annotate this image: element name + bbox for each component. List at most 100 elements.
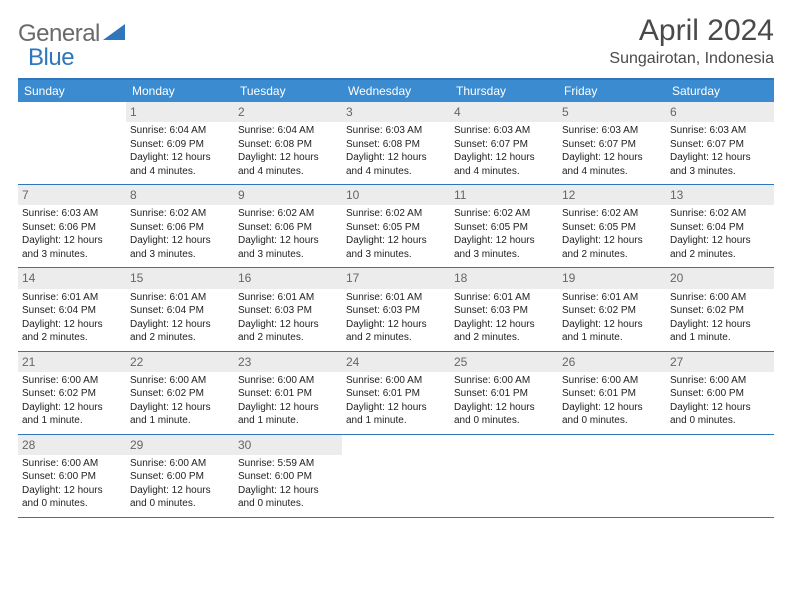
sunset-line: Sunset: 6:00 PM [22,470,122,484]
day-number: 3 [342,102,450,122]
day-body: Sunrise: 6:03 AMSunset: 6:06 PMDaylight:… [18,205,126,267]
day-body: Sunrise: 6:00 AMSunset: 6:02 PMDaylight:… [126,372,234,434]
day-header: Wednesday [342,80,450,102]
day-body: Sunrise: 6:02 AMSunset: 6:05 PMDaylight:… [450,205,558,267]
sunset-line: Sunset: 6:01 PM [562,387,662,401]
sunrise-line: Sunrise: 6:02 AM [130,207,230,221]
day-cell: 4Sunrise: 6:03 AMSunset: 6:07 PMDaylight… [450,102,558,184]
daylight-line: Daylight: 12 hours and 1 minute. [562,318,662,345]
sunrise-line: Sunrise: 6:01 AM [130,291,230,305]
day-cell: 25Sunrise: 6:00 AMSunset: 6:01 PMDayligh… [450,352,558,434]
day-body: Sunrise: 6:00 AMSunset: 6:01 PMDaylight:… [558,372,666,434]
day-cell: 10Sunrise: 6:02 AMSunset: 6:05 PMDayligh… [342,185,450,267]
day-cell: 27Sunrise: 6:00 AMSunset: 6:00 PMDayligh… [666,352,774,434]
day-header: Sunday [18,80,126,102]
daylight-line: Daylight: 12 hours and 4 minutes. [130,151,230,178]
logo: General [18,14,127,48]
daylight-line: Daylight: 12 hours and 1 minute. [238,401,338,428]
day-cell: 12Sunrise: 6:02 AMSunset: 6:05 PMDayligh… [558,185,666,267]
daylight-line: Daylight: 12 hours and 3 minutes. [22,234,122,261]
day-number: 20 [666,268,774,288]
sunrise-line: Sunrise: 6:00 AM [130,457,230,471]
day-body: Sunrise: 6:03 AMSunset: 6:07 PMDaylight:… [558,122,666,184]
day-number: 14 [18,268,126,288]
day-body: Sunrise: 6:01 AMSunset: 6:03 PMDaylight:… [234,289,342,351]
sunrise-line: Sunrise: 6:00 AM [454,374,554,388]
day-number: 12 [558,185,666,205]
day-cell: 26Sunrise: 6:00 AMSunset: 6:01 PMDayligh… [558,352,666,434]
sunrise-line: Sunrise: 6:03 AM [454,124,554,138]
sunset-line: Sunset: 6:01 PM [454,387,554,401]
day-number: 28 [18,435,126,455]
empty-cell [666,435,774,517]
daylight-line: Daylight: 12 hours and 3 minutes. [238,234,338,261]
sunrise-line: Sunrise: 6:01 AM [238,291,338,305]
empty-cell [18,102,126,184]
sunrise-line: Sunrise: 6:03 AM [346,124,446,138]
daylight-line: Daylight: 12 hours and 1 minute. [670,318,770,345]
sunset-line: Sunset: 6:02 PM [562,304,662,318]
week-row: 14Sunrise: 6:01 AMSunset: 6:04 PMDayligh… [18,268,774,351]
day-number: 17 [342,268,450,288]
day-number: 25 [450,352,558,372]
day-header: Monday [126,80,234,102]
sunset-line: Sunset: 6:08 PM [346,138,446,152]
daylight-line: Daylight: 12 hours and 3 minutes. [454,234,554,261]
day-cell: 2Sunrise: 6:04 AMSunset: 6:08 PMDaylight… [234,102,342,184]
day-cell: 7Sunrise: 6:03 AMSunset: 6:06 PMDaylight… [18,185,126,267]
day-body: Sunrise: 6:03 AMSunset: 6:08 PMDaylight:… [342,122,450,184]
page-subtitle: Sungairotan, Indonesia [609,50,774,68]
day-number: 30 [234,435,342,455]
day-body: Sunrise: 6:00 AMSunset: 6:02 PMDaylight:… [18,372,126,434]
day-body: Sunrise: 6:01 AMSunset: 6:03 PMDaylight:… [450,289,558,351]
day-number: 16 [234,268,342,288]
day-cell: 21Sunrise: 6:00 AMSunset: 6:02 PMDayligh… [18,352,126,434]
day-body: Sunrise: 6:00 AMSunset: 6:02 PMDaylight:… [666,289,774,351]
daylight-line: Daylight: 12 hours and 0 minutes. [22,484,122,511]
calendar: SundayMondayTuesdayWednesdayThursdayFrid… [18,78,774,518]
sunset-line: Sunset: 6:04 PM [130,304,230,318]
sunset-line: Sunset: 6:00 PM [130,470,230,484]
sunset-line: Sunset: 6:02 PM [22,387,122,401]
day-header: Thursday [450,80,558,102]
day-cell: 28Sunrise: 6:00 AMSunset: 6:00 PMDayligh… [18,435,126,517]
day-number: 18 [450,268,558,288]
day-number: 11 [450,185,558,205]
day-cell: 24Sunrise: 6:00 AMSunset: 6:01 PMDayligh… [342,352,450,434]
daylight-line: Daylight: 12 hours and 2 minutes. [346,318,446,345]
sunset-line: Sunset: 6:07 PM [670,138,770,152]
day-number: 10 [342,185,450,205]
sunrise-line: Sunrise: 6:01 AM [346,291,446,305]
sunset-line: Sunset: 6:08 PM [238,138,338,152]
day-cell: 9Sunrise: 6:02 AMSunset: 6:06 PMDaylight… [234,185,342,267]
sunrise-line: Sunrise: 6:03 AM [562,124,662,138]
week-row: 7Sunrise: 6:03 AMSunset: 6:06 PMDaylight… [18,185,774,268]
day-cell: 18Sunrise: 6:01 AMSunset: 6:03 PMDayligh… [450,268,558,350]
week-row: 21Sunrise: 6:00 AMSunset: 6:02 PMDayligh… [18,352,774,435]
day-header: Tuesday [234,80,342,102]
day-cell: 16Sunrise: 6:01 AMSunset: 6:03 PMDayligh… [234,268,342,350]
sunset-line: Sunset: 6:03 PM [346,304,446,318]
daylight-line: Daylight: 12 hours and 2 minutes. [22,318,122,345]
daylight-line: Daylight: 12 hours and 1 minute. [130,401,230,428]
sunrise-line: Sunrise: 6:01 AM [454,291,554,305]
day-body: Sunrise: 6:02 AMSunset: 6:06 PMDaylight:… [126,205,234,267]
daylight-line: Daylight: 12 hours and 0 minutes. [670,401,770,428]
day-cell: 20Sunrise: 6:00 AMSunset: 6:02 PMDayligh… [666,268,774,350]
empty-cell [342,435,450,517]
day-body: Sunrise: 6:02 AMSunset: 6:05 PMDaylight:… [342,205,450,267]
sunset-line: Sunset: 6:07 PM [454,138,554,152]
sunrise-line: Sunrise: 6:03 AM [22,207,122,221]
sunrise-line: Sunrise: 6:04 AM [130,124,230,138]
day-number: 7 [18,185,126,205]
sunset-line: Sunset: 6:04 PM [670,221,770,235]
day-cell: 14Sunrise: 6:01 AMSunset: 6:04 PMDayligh… [18,268,126,350]
daylight-line: Daylight: 12 hours and 0 minutes. [454,401,554,428]
day-body: Sunrise: 6:00 AMSunset: 6:01 PMDaylight:… [234,372,342,434]
day-body: Sunrise: 6:00 AMSunset: 6:01 PMDaylight:… [450,372,558,434]
day-body: Sunrise: 5:59 AMSunset: 6:00 PMDaylight:… [234,455,342,517]
daylight-line: Daylight: 12 hours and 2 minutes. [670,234,770,261]
day-cell: 22Sunrise: 6:00 AMSunset: 6:02 PMDayligh… [126,352,234,434]
day-header: Friday [558,80,666,102]
day-number: 4 [450,102,558,122]
